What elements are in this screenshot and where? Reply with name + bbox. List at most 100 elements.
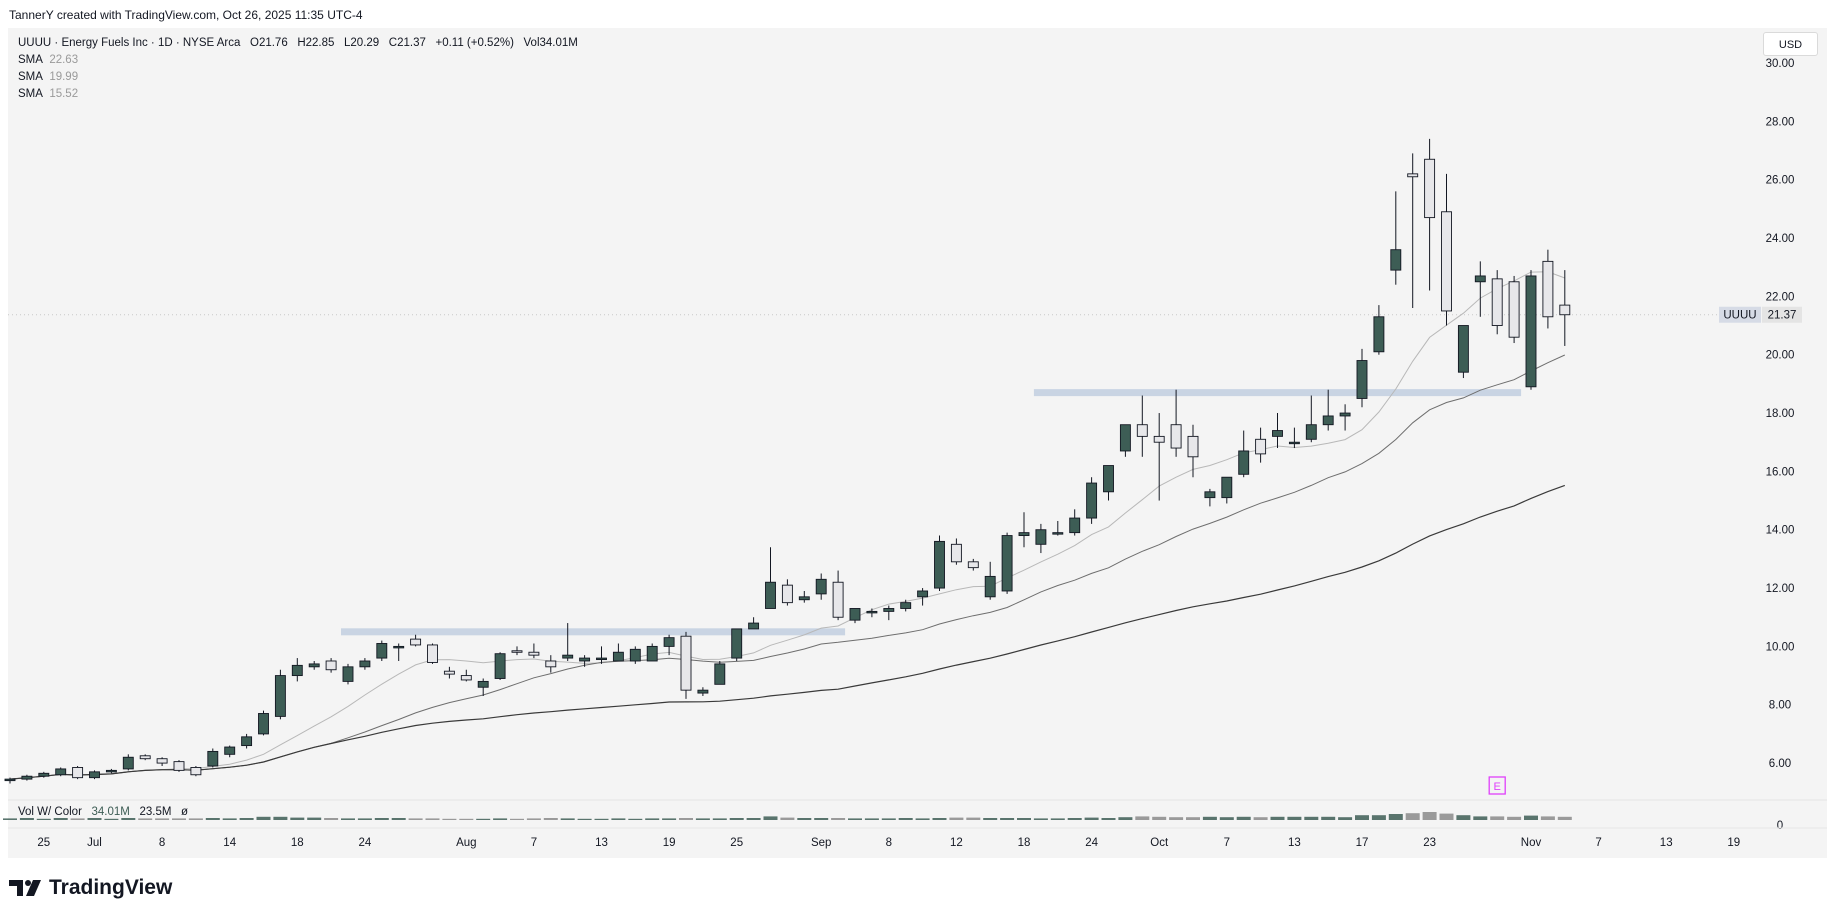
- sma-row-3[interactable]: SMA 15.52: [18, 86, 578, 103]
- candle[interactable]: [629, 646, 641, 664]
- candle[interactable]: [1255, 427, 1267, 463]
- candle[interactable]: [72, 766, 84, 780]
- candle[interactable]: [596, 646, 607, 664]
- candle[interactable]: [967, 558, 979, 571]
- candle[interactable]: [1457, 325, 1469, 379]
- candle[interactable]: [950, 538, 962, 565]
- candle[interactable]: [325, 658, 337, 673]
- candle[interactable]: [1069, 509, 1081, 536]
- candle[interactable]: [1187, 424, 1199, 478]
- candle[interactable]: [798, 590, 810, 603]
- tradingview-logo[interactable]: TradingView: [9, 876, 172, 900]
- candle[interactable]: [38, 771, 50, 778]
- candle[interactable]: [934, 535, 945, 591]
- candle[interactable]: [1508, 275, 1520, 344]
- candle[interactable]: [190, 766, 202, 777]
- candle[interactable]: [1424, 138, 1436, 291]
- candle[interactable]: [1272, 413, 1283, 449]
- candle[interactable]: [1035, 523, 1047, 554]
- candle[interactable]: [1407, 153, 1419, 309]
- candle[interactable]: [697, 687, 709, 696]
- candle[interactable]: [258, 710, 269, 736]
- candle[interactable]: [55, 767, 67, 777]
- candle[interactable]: [917, 588, 929, 606]
- candle[interactable]: [849, 608, 861, 624]
- candle[interactable]: [1491, 270, 1503, 335]
- candle[interactable]: [1441, 173, 1452, 326]
- candle[interactable]: [1305, 395, 1317, 443]
- candle[interactable]: [89, 770, 100, 780]
- candle[interactable]: [984, 561, 996, 600]
- candle[interactable]: [4, 777, 16, 784]
- candle[interactable]: [680, 631, 692, 699]
- candle[interactable]: [1052, 520, 1064, 536]
- earnings-marker[interactable]: E: [1488, 776, 1506, 795]
- candle[interactable]: [477, 678, 489, 696]
- candle[interactable]: [1018, 512, 1030, 548]
- candle[interactable]: [511, 646, 523, 656]
- candle[interactable]: [1001, 532, 1013, 594]
- candle[interactable]: [900, 599, 912, 612]
- chart-area[interactable]: [8, 28, 1827, 858]
- candle[interactable]: [21, 774, 33, 781]
- candle[interactable]: [1103, 465, 1114, 501]
- candle[interactable]: [1542, 249, 1554, 329]
- candle[interactable]: [765, 547, 776, 609]
- support-zone-1[interactable]: [341, 628, 846, 636]
- candle[interactable]: [1204, 488, 1216, 507]
- candle[interactable]: [376, 640, 388, 661]
- candle[interactable]: [105, 768, 117, 774]
- candle[interactable]: [579, 655, 591, 667]
- candle[interactable]: [646, 643, 658, 662]
- candle[interactable]: [1525, 270, 1537, 390]
- candle[interactable]: [781, 579, 793, 606]
- candle[interactable]: [1339, 404, 1351, 431]
- candle[interactable]: [612, 643, 624, 662]
- candle[interactable]: [1322, 389, 1334, 431]
- candle[interactable]: [224, 745, 236, 758]
- candle[interactable]: [359, 658, 371, 670]
- candle[interactable]: [545, 655, 557, 673]
- candle[interactable]: [1238, 430, 1250, 478]
- candle[interactable]: [883, 605, 895, 621]
- sma-row-1[interactable]: SMA 22.63: [18, 52, 578, 69]
- candle[interactable]: [1474, 261, 1486, 317]
- candle[interactable]: [156, 757, 168, 767]
- symbol-title[interactable]: UUUU · Energy Fuels Inc · 1D · NYSE Arca: [18, 37, 241, 49]
- candle[interactable]: [410, 634, 422, 647]
- support-zone-2[interactable]: [1033, 389, 1522, 397]
- candle[interactable]: [342, 663, 354, 685]
- candle[interactable]: [1356, 348, 1368, 408]
- candle[interactable]: [122, 754, 134, 771]
- candle[interactable]: [1288, 427, 1300, 449]
- candle[interactable]: [274, 669, 286, 720]
- candle[interactable]: [815, 573, 827, 600]
- candle[interactable]: [528, 643, 540, 659]
- candle[interactable]: [1390, 191, 1402, 285]
- candle[interactable]: [139, 754, 151, 761]
- candle[interactable]: [748, 617, 760, 630]
- candle[interactable]: [494, 652, 506, 680]
- candle[interactable]: [443, 666, 455, 679]
- sma-row-2[interactable]: SMA 19.99: [18, 69, 578, 86]
- candle[interactable]: [308, 660, 320, 670]
- price-tag[interactable]: UUUU 21.37: [1719, 306, 1802, 323]
- candle[interactable]: [1221, 476, 1233, 504]
- candle[interactable]: [173, 760, 185, 772]
- candle[interactable]: [1373, 305, 1385, 355]
- candle[interactable]: [291, 658, 303, 682]
- candle[interactable]: [460, 669, 472, 682]
- volume-legend[interactable]: Vol W/ Color 34.01M 23.5M ø: [18, 806, 188, 818]
- candle[interactable]: [241, 733, 253, 749]
- candle[interactable]: [1119, 424, 1131, 457]
- candle[interactable]: [832, 570, 844, 621]
- candle[interactable]: [731, 628, 743, 661]
- candle[interactable]: [1170, 389, 1182, 457]
- candle[interactable]: [427, 643, 438, 664]
- candle[interactable]: [1559, 270, 1571, 346]
- candle[interactable]: [1136, 395, 1148, 457]
- candle[interactable]: [714, 660, 726, 685]
- candle[interactable]: [1153, 413, 1165, 501]
- currency-button[interactable]: USD: [1763, 32, 1818, 56]
- candle[interactable]: [1086, 477, 1098, 524]
